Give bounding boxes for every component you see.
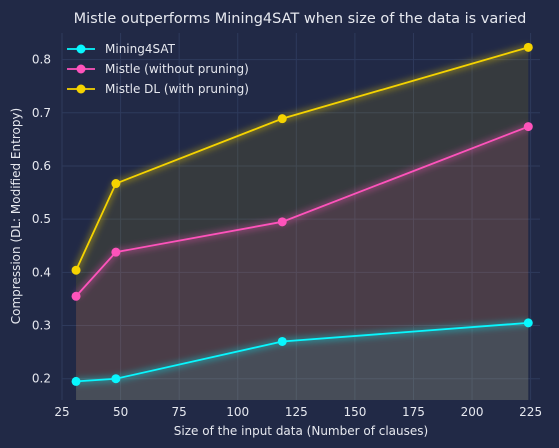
x-tick-label: 125: [285, 405, 308, 419]
legend-label: Mistle DL (with pruning): [105, 82, 249, 96]
y-tick-label: 0.4: [32, 265, 51, 279]
chart-title: Mistle outperforms Mining4SAT when size …: [74, 11, 527, 27]
y-tick-label: 0.6: [32, 159, 51, 173]
y-tick-label: 0.7: [32, 106, 51, 120]
series-line: [75, 321, 529, 383]
y-tick-label: 0.3: [32, 319, 51, 333]
x-tick-label: 150: [343, 405, 366, 419]
data-point: [523, 318, 533, 328]
x-tick-label: 225: [519, 405, 542, 419]
y-axis-label: Compression (DL: Modified Entropy): [9, 108, 23, 324]
data-point: [277, 336, 287, 346]
series-area: [76, 322, 529, 400]
x-axis-label: Size of the input data (Number of clause…: [174, 424, 428, 438]
series-lines: [75, 46, 529, 383]
series-line: [75, 46, 529, 271]
x-tick-label: 175: [402, 405, 425, 419]
x-tick-labels: 25 50 75 100 125 150 175 200 225: [54, 405, 542, 419]
y-tick-labels: 0.2 0.3 0.4 0.5 0.6 0.7 0.8: [32, 53, 51, 386]
x-tick-label: 200: [461, 405, 484, 419]
data-point: [71, 291, 81, 301]
legend-label: Mining4SAT: [105, 42, 176, 56]
y-tick-label: 0.5: [32, 212, 51, 226]
y-tick-label: 0.8: [32, 53, 51, 67]
legend-marker: [76, 84, 86, 94]
data-point: [523, 122, 533, 132]
data-point: [277, 114, 287, 124]
data-point: [277, 217, 287, 227]
legend-marker: [76, 44, 86, 54]
series-area: [76, 47, 529, 400]
y-tick-label: 0.2: [32, 372, 51, 386]
legend-label: Mistle (without pruning): [105, 62, 249, 76]
series-points: [71, 42, 533, 386]
data-point: [111, 374, 121, 384]
legend: Mining4SAT Mistle (without pruning) Mistle…: [67, 42, 249, 96]
data-point: [71, 265, 81, 275]
x-tick-label: 100: [226, 405, 249, 419]
data-point: [71, 376, 81, 386]
data-point: [523, 42, 533, 52]
series-line: [75, 125, 529, 297]
legend-marker: [76, 64, 86, 74]
data-point: [111, 179, 121, 189]
x-tick-label: 25: [54, 405, 69, 419]
x-tick-label: 50: [113, 405, 128, 419]
x-tick-label: 75: [172, 405, 187, 419]
data-point: [111, 247, 121, 257]
